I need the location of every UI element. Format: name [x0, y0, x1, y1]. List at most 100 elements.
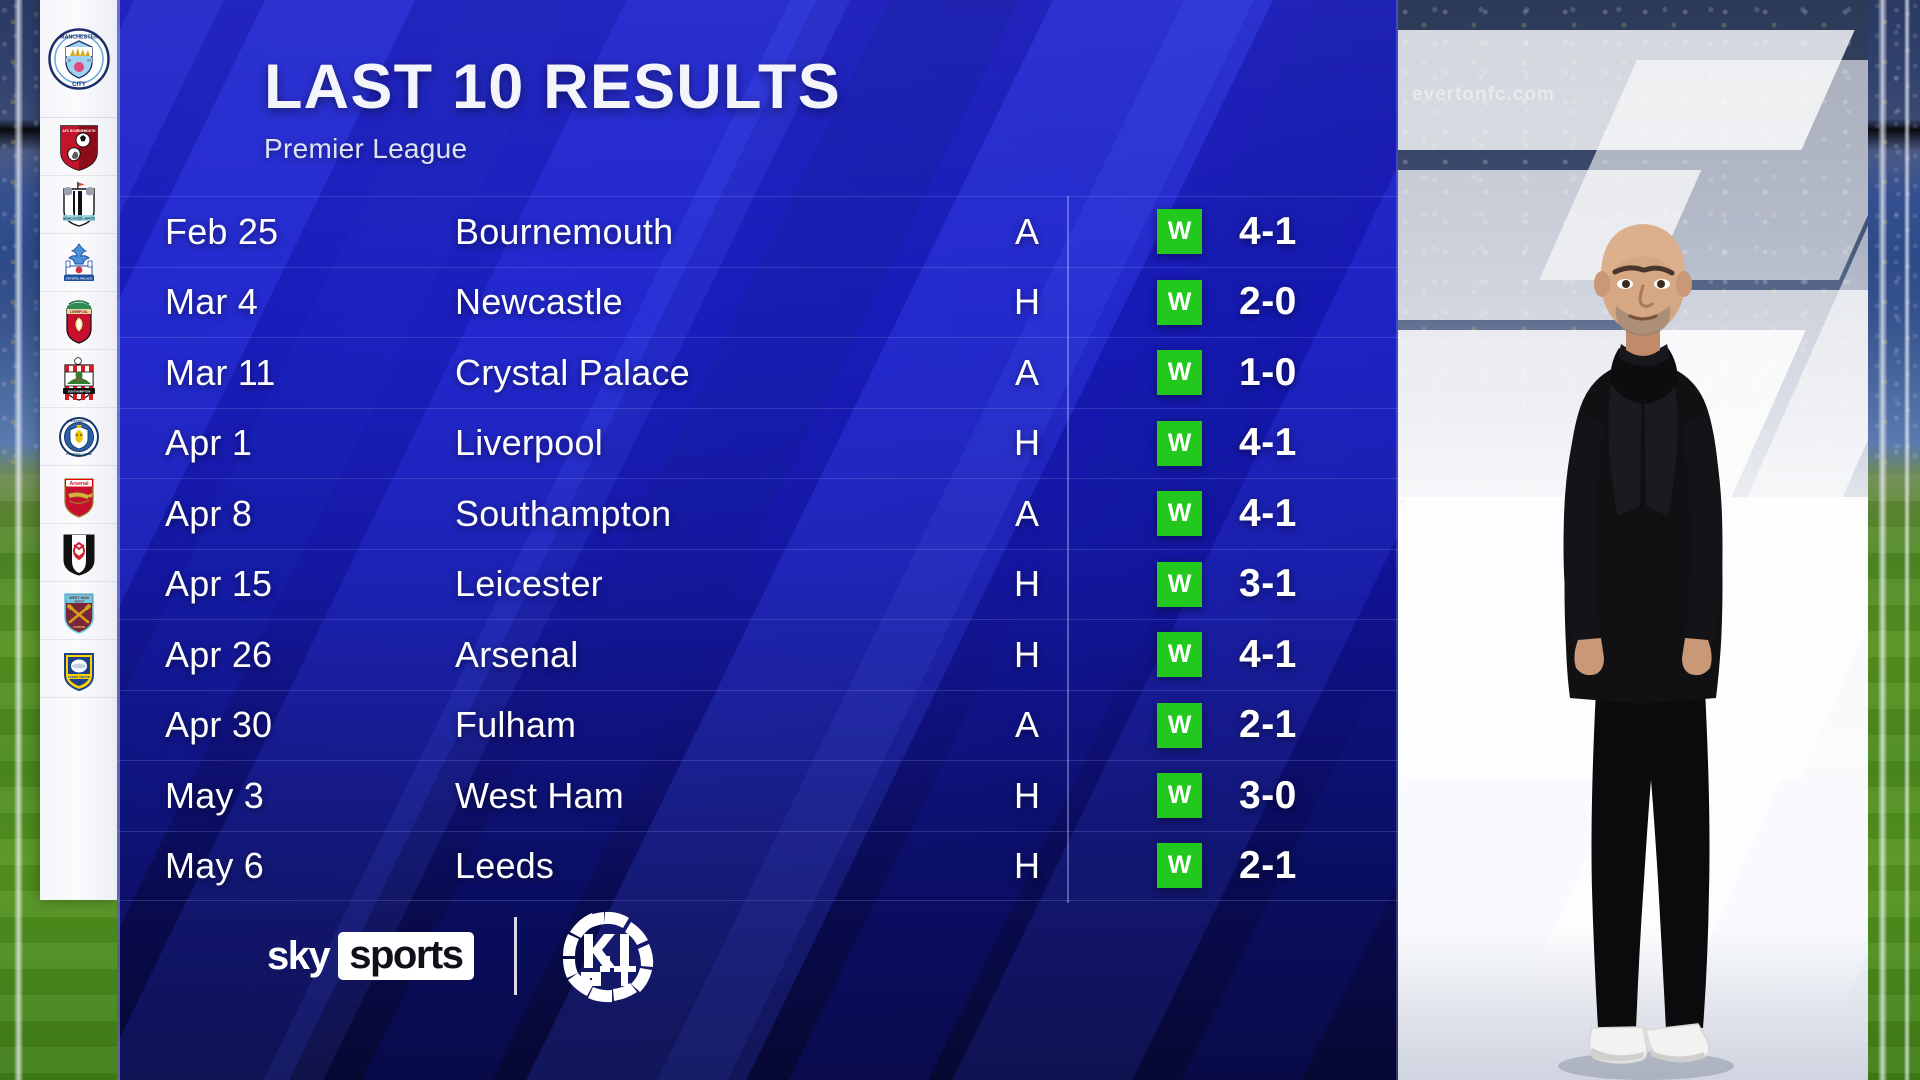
table-row[interactable]: Apr 1 Liverpool H W 4-1: [117, 407, 1398, 479]
stadium-pillar-right: [1878, 0, 1887, 1080]
results-column-divider: [1067, 196, 1069, 903]
svg-text:SOUTHAMPTON: SOUTHAMPTON: [67, 389, 90, 393]
leeds-crest: LEEDS UNITED: [57, 645, 101, 693]
panel-vignette: [117, 0, 1398, 1080]
row-venue: H: [1014, 281, 1040, 323]
svg-text:CITY: CITY: [72, 82, 86, 88]
table-row[interactable]: Mar 4 Newcastle H W 2-0: [117, 266, 1398, 338]
rail-item-manchester-city[interactable]: MANCHESTER CITY 18 94: [40, 0, 117, 118]
svg-text:MANCHESTER: MANCHESTER: [59, 34, 97, 40]
table-row[interactable]: Feb 25 Bournemouth A W 4-1: [117, 196, 1398, 267]
row-outcome-badge: W: [1157, 702, 1202, 748]
row-opponent: Crystal Palace: [455, 351, 690, 393]
table-row[interactable]: Apr 15 Leicester H W 3-1: [117, 548, 1398, 620]
row-venue: H: [1014, 633, 1040, 675]
row-score: 1-0: [1239, 350, 1297, 394]
page-title: LAST 10 RESULTS: [264, 52, 841, 122]
row-opponent: West Ham: [455, 774, 624, 816]
win-badge: W: [1157, 773, 1202, 819]
row-date: Apr 30: [165, 704, 273, 746]
sky-sports-logo: sky sports: [267, 932, 474, 980]
stadium-pillar-far-right: [1904, 0, 1910, 1080]
fulham-crest: [57, 529, 101, 577]
row-score: 2-1: [1239, 843, 1297, 887]
row-date: May 6: [165, 844, 265, 886]
crystal-palace-crest: CRYSTAL PALACE: [57, 239, 101, 287]
row-venue: H: [1014, 563, 1040, 605]
win-badge: W: [1157, 420, 1202, 466]
svg-text:94: 94: [87, 58, 91, 62]
win-badge: W: [1157, 702, 1202, 748]
row-score: 3-0: [1239, 773, 1297, 817]
row-venue: H: [1014, 422, 1040, 464]
row-score: 4-1: [1239, 491, 1297, 535]
sky-wordmark: sky: [267, 934, 331, 978]
bournemouth-crest: AFC BOURNEMOUTH: [57, 123, 101, 171]
rail-item-west-ham[interactable]: WEST HAM UNITED LONDON: [40, 582, 117, 640]
row-date: Mar 4: [165, 281, 259, 323]
table-row[interactable]: Apr 26 Arsenal H W 4-1: [117, 619, 1398, 690]
win-badge: W: [1157, 209, 1202, 255]
pep-guardiola-cutout: [1518, 220, 1768, 1080]
svg-text:LIVERPOOL: LIVERPOOL: [69, 310, 87, 314]
presenter-panel: evertonfc.com: [1398, 0, 1868, 1080]
win-badge: W: [1157, 632, 1202, 678]
leicester-crest: LEICESTER CITY FOOTBALL CLUB: [57, 413, 101, 461]
row-opponent: Newcastle: [455, 281, 623, 323]
sports-pill: sports: [338, 932, 474, 980]
win-badge: W: [1157, 491, 1202, 537]
svg-text:WEST HAM: WEST HAM: [69, 596, 89, 600]
table-row[interactable]: Apr 30 Fulham A W 2-1: [117, 689, 1398, 761]
row-score: 2-1: [1239, 703, 1297, 747]
row-outcome-badge: W: [1157, 209, 1202, 255]
arsenal-crest: Arsenal: [57, 471, 101, 519]
rail-item-bournemouth[interactable]: AFC BOURNEMOUTH: [40, 118, 117, 176]
row-outcome-badge: W: [1157, 279, 1202, 325]
row-date: Apr 1: [165, 422, 253, 464]
rail-item-arsenal[interactable]: Arsenal: [40, 466, 117, 524]
row-score: 3-1: [1239, 562, 1297, 606]
row-opponent: Bournemouth: [455, 210, 674, 252]
table-row[interactable]: Apr 8 Southampton A W 4-1: [117, 478, 1398, 549]
rail-item-crystal-palace[interactable]: CRYSTAL PALACE: [40, 234, 117, 292]
row-outcome-badge: W: [1157, 773, 1202, 819]
rail-item-fulham[interactable]: [40, 524, 117, 582]
footer-divider: [513, 917, 517, 995]
results-panel: LAST 10 RESULTS Premier League Feb 25 Bo…: [117, 0, 1398, 1080]
kick-it-out-logo: [557, 904, 661, 1008]
row-date: Mar 11: [165, 351, 276, 393]
row-opponent: Leeds: [455, 844, 555, 886]
west-ham-crest: WEST HAM UNITED LONDON: [57, 587, 101, 635]
newcastle-crest: NEWCASTLE UNITED: [57, 181, 101, 229]
row-score: 2-0: [1239, 280, 1297, 324]
svg-text:FOOTBALL CLUB: FOOTBALL CLUB: [66, 452, 92, 456]
svg-text:LEEDS UNITED: LEEDS UNITED: [67, 675, 90, 679]
rail-item-leicester[interactable]: LEICESTER CITY FOOTBALL CLUB: [40, 408, 117, 466]
row-date: Apr 26: [165, 633, 273, 675]
rail-empty-space: [40, 698, 117, 900]
row-outcome-badge: W: [1157, 632, 1202, 678]
win-badge: W: [1157, 279, 1202, 325]
table-row[interactable]: Mar 11 Crystal Palace A W 1-0: [117, 337, 1398, 408]
rail-item-newcastle[interactable]: NEWCASTLE UNITED: [40, 176, 117, 234]
table-row[interactable]: May 6 Leeds H W 2-1: [117, 830, 1398, 901]
rail-item-southampton[interactable]: SOUTHAMPTON: [40, 350, 117, 408]
panel-left-edge: [117, 0, 120, 1080]
row-date: May 3: [165, 774, 265, 816]
row-date: Feb 25: [165, 210, 279, 252]
page-subtitle: Premier League: [264, 133, 468, 164]
row-opponent: Southampton: [455, 492, 672, 534]
rail-item-liverpool[interactable]: LIVERPOOL: [40, 292, 117, 350]
row-outcome-badge: W: [1157, 420, 1202, 466]
row-venue: A: [1014, 351, 1039, 393]
row-opponent: Fulham: [455, 704, 577, 746]
svg-text:NEWCASTLE UNITED: NEWCASTLE UNITED: [63, 216, 96, 220]
win-badge: W: [1157, 350, 1202, 396]
table-row[interactable]: May 3 West Ham H W 3-0: [117, 760, 1398, 831]
rail-item-leeds[interactable]: LEEDS UNITED: [40, 640, 117, 698]
row-outcome-badge: W: [1157, 843, 1202, 889]
row-date: Apr 8: [165, 492, 253, 534]
row-score: 4-1: [1239, 632, 1297, 676]
row-venue: A: [1014, 210, 1039, 252]
